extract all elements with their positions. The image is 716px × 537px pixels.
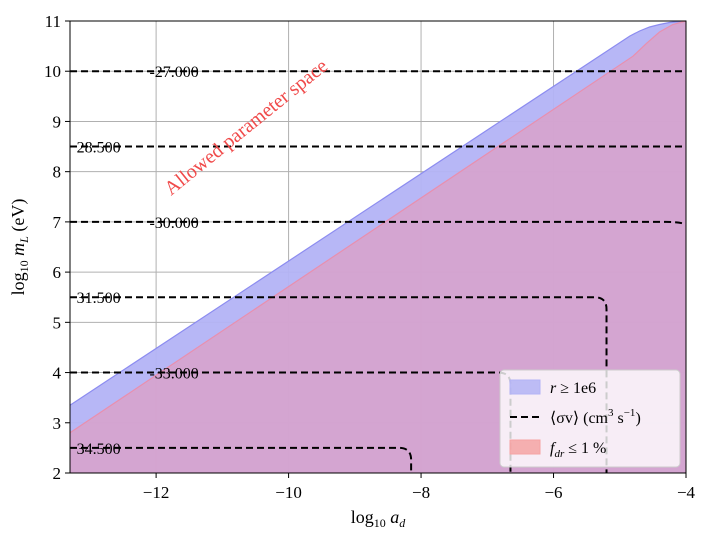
- contour-label-text: 28.500: [77, 140, 121, 157]
- contour-label-text: 31.500: [77, 290, 121, 307]
- x-tick-label: −10: [275, 483, 302, 502]
- legend-swatch: [509, 379, 541, 395]
- contour-label-text: 34.500: [77, 441, 121, 458]
- y-tick-label: 5: [53, 313, 62, 332]
- contour-label-text: -30.000: [149, 215, 198, 232]
- y-tick-label: 2: [53, 464, 62, 483]
- y-tick-label: 8: [53, 163, 62, 182]
- x-tick-label: −6: [544, 483, 562, 502]
- x-axis-label: log10 ad: [351, 507, 407, 530]
- region-edge-0: [69, 20, 687, 406]
- legend-box: [499, 369, 681, 468]
- x-tick-label: −12: [143, 483, 170, 502]
- x-tick-label: −8: [412, 483, 430, 502]
- y-tick-label: 3: [53, 414, 62, 433]
- regions: [69, 20, 687, 473]
- legend-swatch: [509, 439, 541, 455]
- y-tick-label: 7: [53, 213, 62, 232]
- contour-line: [70, 296, 608, 473]
- legend-entry-text: r ≥ 1e6: [550, 380, 596, 397]
- region-edge-1: [69, 20, 687, 434]
- legend: r ≥ 1e6 ⟨σv⟩ (cm3 s−1) fdr ≤ 1 %: [499, 369, 681, 468]
- contour-label-text: -27.000: [149, 64, 198, 81]
- contour-labels: -27.000 28.500 -30.000 31.500 -33.000 34.500: [77, 64, 199, 458]
- ticks: −12 −10 −8 −6 −4 2 3 4 5 6 7 8 9 10 11: [44, 12, 696, 502]
- legend-entry-text: fdr ≤ 1 %: [550, 440, 606, 460]
- region-fill-1: [70, 21, 686, 473]
- y-tick-label: 10: [44, 62, 61, 81]
- contour-line: [70, 220, 687, 226]
- contour-lines: [70, 70, 687, 473]
- y-tick-label: 11: [45, 12, 61, 31]
- y-tick-label: 6: [53, 263, 62, 282]
- legend-entry-text: ⟨σv⟩ (cm3 s−1): [550, 407, 641, 427]
- x-tick-label: −4: [677, 483, 696, 502]
- y-tick-label: 4: [53, 364, 62, 383]
- y-axis-label: log10 mL (eV): [8, 199, 31, 296]
- contour-label-text: -33.000: [149, 366, 198, 383]
- plot-frame: [69, 20, 687, 474]
- y-tick-label: 9: [53, 112, 62, 131]
